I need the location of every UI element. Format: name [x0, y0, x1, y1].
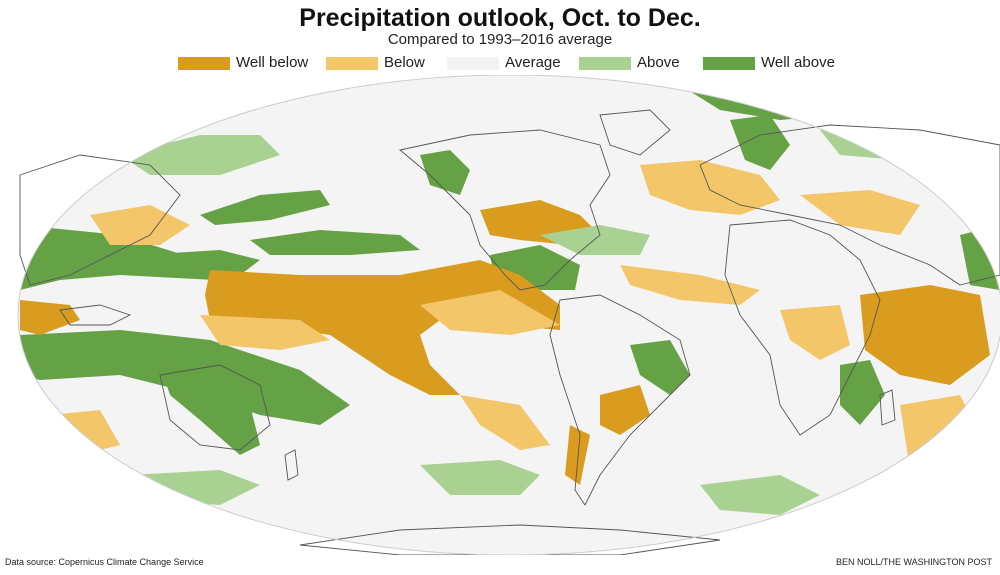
anomaly-well-above-east-africa [840, 360, 885, 425]
precipitation-map [17, 75, 1000, 555]
outline-north-america [399, 129, 611, 291]
anomaly-above-southern-ocean [700, 475, 820, 515]
anomaly-below-europe [640, 160, 920, 235]
map-subtitle: Compared to 1993–2016 average [387, 31, 613, 48]
legend-swatch-below [326, 57, 378, 70]
outline-indonesia [59, 304, 132, 326]
continent-outlines [19, 109, 1000, 555]
legend-swatch-well-below [178, 57, 230, 70]
anomaly-well-above-brazil [630, 340, 690, 395]
anomaly-well-above-scandinavia [730, 115, 790, 170]
anomaly-well-below-east-africa-ocean [860, 285, 990, 385]
legend-label-above: Above [637, 54, 680, 71]
credit-note: BEN NOLL/THE WASHINGTON POST [835, 557, 992, 567]
outline-south-america [549, 294, 691, 506]
anomaly-above-south-pacific [130, 460, 540, 505]
anomaly-well-above-australia [160, 365, 260, 455]
anomaly-below-atlantic [620, 265, 760, 305]
legend: Well below Below Average Above Well abov… [0, 54, 1000, 76]
outline-africa [724, 219, 881, 436]
anomaly-well-below-central-pacific [205, 260, 560, 395]
map-title: Precipitation outlook, Oct. to Dec. [299, 4, 701, 32]
anomaly-well-above-alaska [420, 150, 470, 195]
anomaly-well-below-south-america [565, 385, 650, 485]
anomaly-well-above-north-pacific [200, 190, 420, 255]
anomaly-well-below-maritime [20, 300, 80, 335]
anomaly-above-north-atlantic [540, 225, 650, 255]
outline-east-asia [19, 154, 181, 286]
legend-swatch-average [447, 57, 499, 70]
legend-swatch-well-above [703, 57, 755, 70]
legend-label-well-below: Well below [236, 54, 309, 71]
outline-new-zealand [284, 449, 299, 481]
anomaly-below-sub-saharan [780, 305, 850, 360]
anomaly-well-above-west-pacific [20, 225, 350, 425]
map-oval-border [17, 75, 1000, 555]
anomaly-below-pacific-edges [200, 290, 560, 450]
legend-swatch-above [579, 57, 631, 70]
data-source-note: Data source: Copernicus Climate Change S… [5, 557, 204, 567]
outline-europe-asia [699, 124, 1000, 286]
outline-antarctica [299, 524, 721, 555]
outline-australia [159, 364, 271, 451]
outline-greenland [599, 109, 671, 156]
legend-label-below: Below [384, 54, 425, 71]
legend-label-average: Average [505, 54, 561, 71]
legend-label-well-above: Well above [761, 54, 835, 71]
anomaly-below-south-indian [900, 395, 980, 475]
outline-madagascar [879, 389, 896, 426]
